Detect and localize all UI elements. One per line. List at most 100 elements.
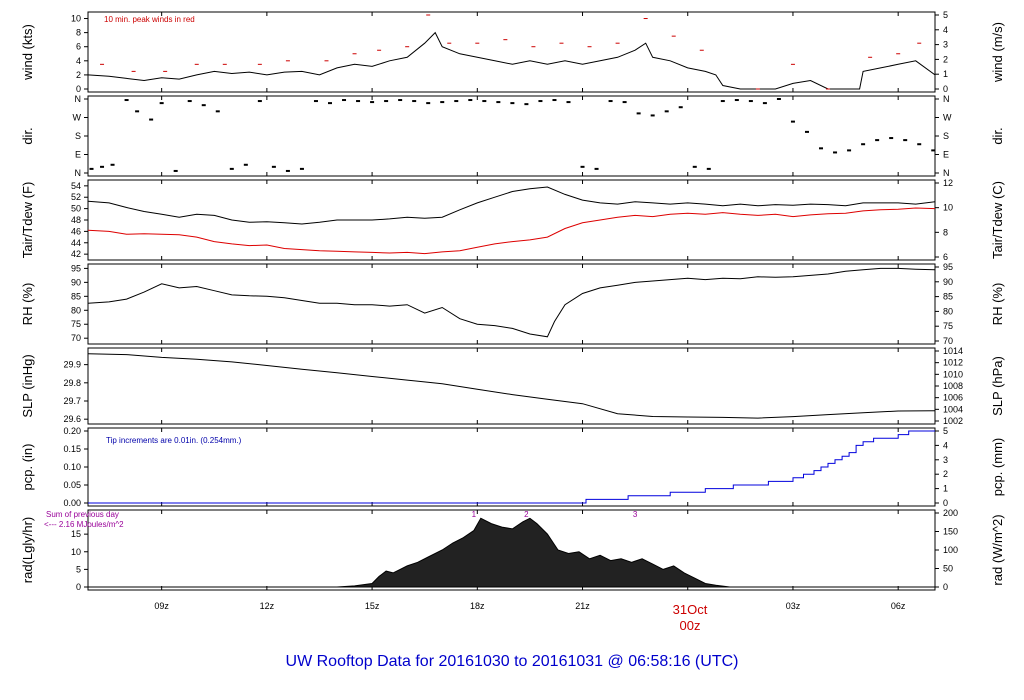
series-group bbox=[88, 517, 935, 588]
direction-point bbox=[552, 99, 557, 102]
direction-point bbox=[664, 110, 669, 113]
date-hour-label: 00z bbox=[680, 618, 701, 633]
y-tick-label-right: 2 bbox=[943, 54, 948, 64]
y-tick-label-right: 1002 bbox=[943, 416, 963, 426]
direction-point bbox=[776, 98, 781, 100]
direction-point bbox=[384, 100, 389, 103]
y-tick-label-right: 1 bbox=[943, 484, 948, 494]
radiation-marker: 2 bbox=[524, 510, 529, 519]
direction-point bbox=[187, 100, 192, 103]
y-tick-label-right: N bbox=[943, 94, 950, 104]
direction-point bbox=[201, 104, 206, 107]
radiation-marker: 1 bbox=[472, 510, 477, 519]
y-tick-label-left: 42 bbox=[71, 249, 81, 259]
y-tick-label-left: E bbox=[75, 150, 81, 160]
radiation-area bbox=[88, 517, 935, 588]
y-tick-label-left: 0 bbox=[76, 84, 81, 94]
direction-point bbox=[89, 167, 94, 170]
direction-point bbox=[720, 100, 725, 103]
direction-point bbox=[510, 102, 515, 105]
y-tick-label-right: 2 bbox=[943, 469, 948, 479]
series-group bbox=[88, 430, 935, 504]
y-tick-label-left: 85 bbox=[71, 291, 81, 301]
direction-point bbox=[847, 149, 852, 152]
y-axis-label-left: pcp. (in) bbox=[20, 444, 35, 491]
y-tick-label-right: 12 bbox=[943, 178, 953, 188]
direction-point bbox=[594, 167, 599, 170]
direction-point bbox=[110, 163, 115, 166]
y-axis-label-right: rad (W/m^2) bbox=[990, 514, 1005, 585]
y-tick-label-right: 1010 bbox=[943, 369, 963, 379]
y-tick-label-right: 0 bbox=[943, 498, 948, 508]
y-tick-label-left: N bbox=[75, 168, 82, 178]
y-axis-label-right: Tair/Tdew (C) bbox=[990, 181, 1005, 259]
x-tick-label: 21z bbox=[575, 601, 590, 611]
y-tick-label-left: 10 bbox=[71, 14, 81, 24]
y-axis-label-left: wind (kts) bbox=[20, 24, 35, 81]
y-tick-label-right: 6 bbox=[943, 252, 948, 262]
direction-point bbox=[173, 169, 178, 172]
direction-point bbox=[100, 165, 105, 168]
direction-point bbox=[313, 100, 318, 103]
direction-point bbox=[748, 100, 753, 103]
y-tick-label-right: 10 bbox=[943, 203, 953, 213]
direction-point bbox=[426, 102, 431, 105]
slp-line bbox=[88, 353, 935, 419]
y-tick-label-right: 3 bbox=[943, 40, 948, 50]
direction-point bbox=[135, 110, 140, 113]
panel-frame bbox=[87, 11, 936, 93]
y-tick-label-right: 1008 bbox=[943, 381, 963, 391]
y-tick-label-right: 200 bbox=[943, 508, 958, 518]
y-tick-label-right: 8 bbox=[943, 227, 948, 237]
y-tick-label-left: 5 bbox=[76, 564, 81, 574]
series-group bbox=[88, 353, 935, 419]
direction-point bbox=[524, 103, 529, 106]
x-tick-label: 03z bbox=[786, 601, 801, 611]
y-tick-label-right: N bbox=[943, 168, 950, 178]
y-tick-label-right: 150 bbox=[943, 527, 958, 537]
direction-point bbox=[440, 101, 445, 104]
x-axis: 09z 12z 15z 18z 21z 03z 06z bbox=[154, 601, 906, 611]
y-tick-label-left: 0.10 bbox=[63, 462, 81, 472]
direction-point bbox=[496, 101, 501, 104]
direction-point bbox=[650, 114, 655, 117]
y-tick-label-left: S bbox=[75, 131, 81, 141]
y-axis-label-left: rad(Lgly/hr) bbox=[20, 517, 35, 583]
y-tick-label-right: W bbox=[943, 113, 952, 123]
y-tick-label-right: 5 bbox=[943, 10, 948, 20]
x-tick-label: 15z bbox=[365, 601, 380, 611]
y-tick-label-right: 4 bbox=[943, 25, 948, 35]
y-tick-label-left: 48 bbox=[71, 215, 81, 225]
direction-point bbox=[889, 137, 894, 140]
y-axis-label-left: RH (%) bbox=[20, 283, 35, 326]
y-tick-label-right: 50 bbox=[943, 564, 953, 574]
series-group bbox=[89, 98, 935, 172]
y-tick-label-left: 80 bbox=[71, 305, 81, 315]
precip-line bbox=[88, 430, 935, 504]
chart-title: UW Rooftop Data for 20161030 to 20161031… bbox=[286, 653, 739, 670]
y-tick-label-right: E bbox=[943, 150, 949, 160]
y-axis-label-right: dir. bbox=[990, 127, 1005, 144]
y-tick-label-left: 8 bbox=[76, 28, 81, 38]
y-tick-label-right: 100 bbox=[943, 545, 958, 555]
y-axis-label-left: dir. bbox=[20, 127, 35, 144]
direction-point bbox=[790, 120, 795, 123]
direction-point bbox=[931, 149, 935, 152]
x-tick-label: 09z bbox=[154, 601, 169, 611]
y-tick-label-right: 0 bbox=[943, 582, 948, 592]
x-tick-label: 18z bbox=[470, 601, 485, 611]
y-tick-label-left: 90 bbox=[71, 277, 81, 287]
direction-point bbox=[398, 99, 403, 102]
radiation-marker: 3 bbox=[633, 510, 638, 519]
panel-humidity: 70 75 80 85 90 95 70 75 80 85 90 95 RH (%) RH (%) bbox=[20, 262, 1005, 346]
y-tick-label-right: 80 bbox=[943, 306, 953, 316]
direction-point bbox=[804, 130, 809, 133]
y-tick-label-right: 1006 bbox=[943, 393, 963, 403]
direction-point bbox=[342, 99, 347, 102]
y-tick-label-left: 0.15 bbox=[63, 444, 81, 454]
y-tick-label-right: 85 bbox=[943, 292, 953, 302]
